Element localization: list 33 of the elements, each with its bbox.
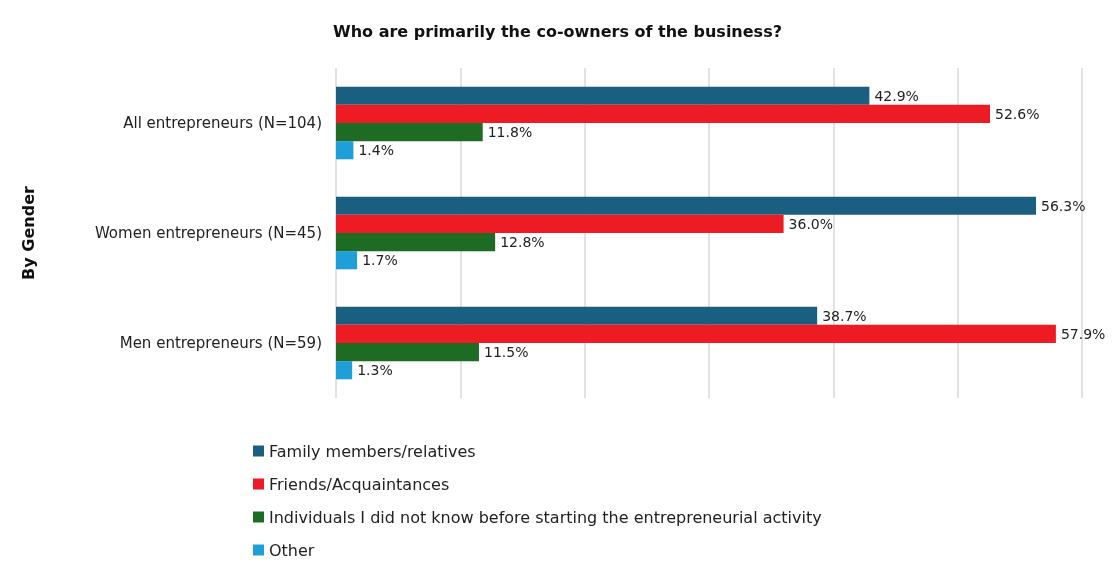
bar (336, 196, 1036, 215)
legend-label: Family members/relatives (269, 441, 476, 461)
data-label: 1.7% (362, 252, 398, 269)
bar (336, 123, 483, 142)
bar (336, 214, 784, 233)
data-label: 57.9% (1060, 325, 1106, 342)
legend-label: Other (269, 540, 315, 560)
bar (336, 343, 479, 362)
data-label: 36.0% (788, 215, 834, 232)
bar (336, 361, 353, 380)
data-label: 1.4% (358, 142, 394, 159)
legend-label: Friends/Acquaintances (269, 474, 450, 494)
y-tick-label: Men entrepreneurs (N=59) (119, 334, 322, 352)
data-label: 56.3% (1041, 197, 1086, 214)
bar (336, 233, 496, 252)
data-label: 11.5% (483, 344, 529, 361)
bar (336, 86, 870, 105)
chart-title: Who are primarily the co-owners of the business? (333, 21, 782, 41)
bar (336, 324, 1056, 343)
bar (336, 141, 354, 160)
y-axis-title: By Gender (18, 186, 38, 280)
legend-label: Individuals I did not know before starting the entrepreneurial activity (269, 507, 822, 527)
data-label: 12.8% (500, 234, 545, 251)
y-tick-label: Women entrepreneurs (N=45) (94, 224, 322, 242)
data-label: 11.8% (487, 124, 533, 141)
bar (336, 104, 990, 123)
y-tick-label: All entrepreneurs (N=104) (123, 114, 322, 132)
data-label: 38.7% (822, 307, 867, 324)
bar (336, 251, 358, 270)
data-label: 42.9% (874, 87, 919, 104)
bar (336, 306, 818, 325)
data-label: 52.6% (994, 105, 1040, 122)
data-label: 1.3% (357, 362, 393, 379)
